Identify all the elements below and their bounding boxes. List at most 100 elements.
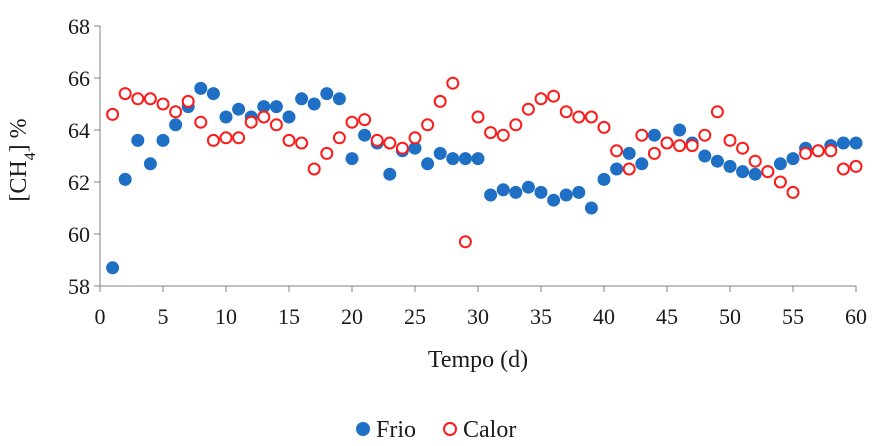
legend: Frio Calor bbox=[356, 417, 516, 443]
x-tick-label: 25 bbox=[404, 304, 426, 329]
data-point-calor bbox=[685, 139, 699, 153]
data-point-frio bbox=[332, 92, 346, 106]
data-point-calor bbox=[484, 126, 498, 140]
data-point-calor bbox=[496, 128, 510, 142]
data-point-frio bbox=[320, 87, 334, 101]
data-point-frio bbox=[131, 133, 145, 147]
y-tick-label: 58 bbox=[68, 274, 90, 299]
x-tick-label: 0 bbox=[95, 304, 106, 329]
x-tick-label: 45 bbox=[656, 304, 678, 329]
data-point-frio bbox=[622, 146, 636, 160]
data-point-frio bbox=[232, 102, 246, 116]
legend-marker-calor bbox=[443, 422, 457, 436]
data-point-frio bbox=[446, 152, 460, 166]
data-point-calor bbox=[257, 110, 271, 124]
data-point-frio bbox=[143, 157, 157, 171]
data-point-calor bbox=[597, 120, 611, 134]
data-point-calor bbox=[521, 102, 535, 116]
x-axis-title: Tempo (d) bbox=[428, 347, 528, 373]
legend-marker-frio bbox=[356, 422, 370, 436]
data-point-calor bbox=[307, 162, 321, 176]
data-point-frio bbox=[219, 110, 233, 124]
data-point-frio bbox=[521, 180, 535, 194]
data-point-calor bbox=[345, 115, 359, 129]
x-tick-label: 5 bbox=[158, 304, 169, 329]
data-point-calor bbox=[811, 144, 825, 158]
data-point-calor bbox=[799, 146, 813, 160]
data-point-calor bbox=[647, 146, 661, 160]
data-point-frio bbox=[534, 185, 548, 199]
data-point-calor bbox=[723, 133, 737, 147]
data-point-frio bbox=[572, 185, 586, 199]
data-point-calor bbox=[295, 136, 309, 150]
data-point-calor bbox=[710, 105, 724, 119]
data-point-calor bbox=[219, 131, 233, 145]
data-point-frio bbox=[156, 133, 170, 147]
data-point-frio bbox=[408, 141, 422, 155]
data-point-frio bbox=[169, 118, 183, 132]
x-tick-label: 60 bbox=[845, 304, 867, 329]
data-point-calor bbox=[509, 118, 523, 132]
data-point-frio bbox=[597, 172, 611, 186]
data-point-calor bbox=[332, 131, 346, 145]
data-point-calor bbox=[194, 115, 208, 129]
y-tick-label: 62 bbox=[68, 170, 90, 195]
data-point-calor bbox=[736, 141, 750, 155]
data-point-calor bbox=[471, 110, 485, 124]
y-axis-title-main: [CH bbox=[6, 160, 32, 201]
data-point-frio bbox=[295, 92, 309, 106]
data-point-calor bbox=[118, 87, 132, 101]
data-point-frio bbox=[307, 97, 321, 111]
data-point-frio bbox=[106, 261, 120, 275]
data-point-calor bbox=[383, 136, 397, 150]
x-tick-label: 30 bbox=[467, 304, 489, 329]
x-tick-label: 15 bbox=[278, 304, 300, 329]
data-point-calor bbox=[421, 118, 435, 132]
svg-text:[CH4] %: [CH4] % bbox=[6, 118, 39, 201]
data-point-frio bbox=[710, 154, 724, 168]
data-point-calor bbox=[824, 144, 838, 158]
y-tick-label: 66 bbox=[68, 66, 90, 91]
y-axis-title: [CH4] % bbox=[6, 118, 39, 201]
data-point-frio bbox=[496, 183, 510, 197]
data-point-calor bbox=[143, 92, 157, 106]
x-tick-label: 35 bbox=[530, 304, 552, 329]
data-point-frio bbox=[471, 152, 485, 166]
data-point-frio bbox=[257, 100, 271, 114]
data-point-calor bbox=[673, 139, 687, 153]
data-point-frio bbox=[647, 128, 661, 142]
data-point-calor bbox=[849, 159, 863, 173]
y-tick-label: 60 bbox=[68, 222, 90, 247]
data-point-frio bbox=[509, 185, 523, 199]
data-point-frio bbox=[836, 136, 850, 150]
data-point-calor bbox=[358, 113, 372, 127]
data-point-frio bbox=[849, 136, 863, 150]
x-tick-label: 55 bbox=[782, 304, 804, 329]
data-point-calor bbox=[244, 115, 258, 129]
data-point-calor bbox=[748, 154, 762, 168]
data-point-calor bbox=[131, 92, 145, 106]
data-point-calor bbox=[282, 133, 296, 147]
data-point-frio bbox=[786, 152, 800, 166]
data-point-calor bbox=[786, 185, 800, 199]
data-point-frio bbox=[635, 157, 649, 171]
data-point-calor bbox=[446, 76, 460, 90]
data-point-calor bbox=[106, 107, 120, 121]
x-tick-label: 20 bbox=[341, 304, 363, 329]
data-point-calor bbox=[395, 141, 409, 155]
data-point-frio bbox=[345, 152, 359, 166]
data-point-calor bbox=[572, 110, 586, 124]
x-tick-label: 50 bbox=[719, 304, 741, 329]
data-point-calor bbox=[181, 94, 195, 108]
data-point-frio bbox=[673, 123, 687, 137]
data-point-calor bbox=[773, 175, 787, 189]
data-point-frio bbox=[383, 167, 397, 181]
data-point-frio bbox=[358, 128, 372, 142]
data-point-frio bbox=[723, 159, 737, 173]
data-point-frio bbox=[194, 81, 208, 95]
data-point-calor bbox=[206, 133, 220, 147]
data-point-calor bbox=[408, 131, 422, 145]
data-point-calor bbox=[534, 92, 548, 106]
data-point-frio bbox=[206, 87, 220, 101]
data-point-calor bbox=[836, 162, 850, 176]
